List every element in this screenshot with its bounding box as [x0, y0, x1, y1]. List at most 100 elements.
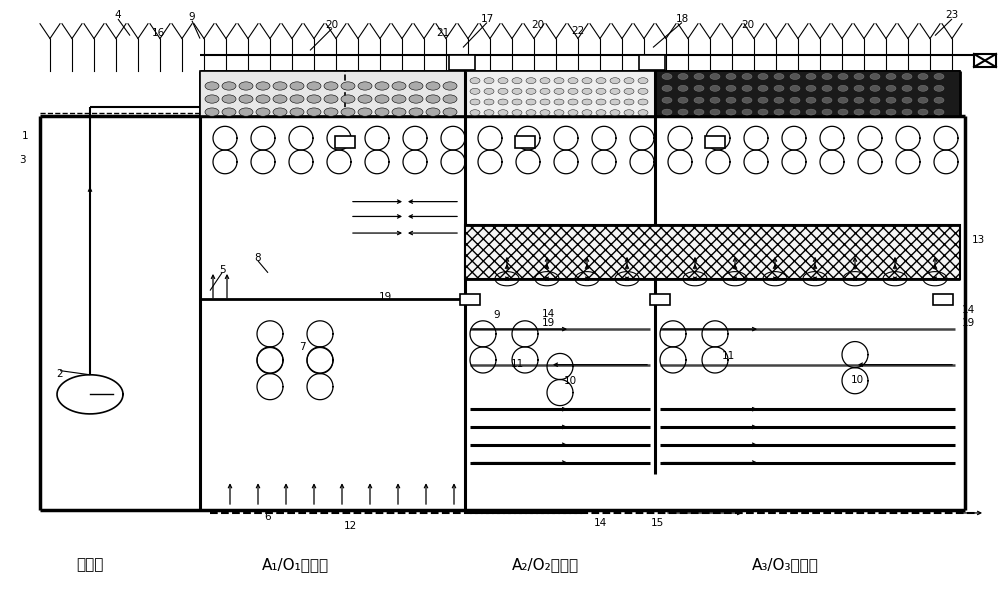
Circle shape [610, 88, 620, 94]
Text: A₂/O₂处理池: A₂/O₂处理池 [511, 557, 579, 572]
Text: 11: 11 [510, 359, 524, 368]
Circle shape [375, 108, 389, 116]
Text: 8: 8 [255, 253, 261, 263]
Circle shape [790, 85, 800, 91]
Circle shape [307, 108, 321, 116]
Circle shape [624, 88, 634, 94]
Circle shape [470, 88, 480, 94]
Text: 22: 22 [571, 26, 585, 36]
Text: 10: 10 [850, 375, 864, 384]
Circle shape [886, 85, 896, 91]
Circle shape [341, 95, 355, 103]
Circle shape [498, 78, 508, 84]
Circle shape [582, 78, 592, 84]
Circle shape [596, 88, 606, 94]
Circle shape [854, 109, 864, 115]
Text: 13: 13 [971, 235, 985, 245]
Text: 15: 15 [650, 518, 664, 528]
Circle shape [678, 109, 688, 115]
Circle shape [854, 97, 864, 103]
Circle shape [205, 95, 219, 103]
Circle shape [273, 82, 287, 90]
Circle shape [512, 88, 522, 94]
Text: 4: 4 [115, 10, 121, 20]
Circle shape [443, 82, 457, 90]
Circle shape [934, 97, 944, 103]
Circle shape [624, 110, 634, 116]
Circle shape [610, 78, 620, 84]
Circle shape [540, 88, 550, 94]
Circle shape [790, 74, 800, 79]
Circle shape [694, 74, 704, 79]
Circle shape [554, 110, 564, 116]
Circle shape [484, 88, 494, 94]
Circle shape [710, 74, 720, 79]
Circle shape [392, 82, 406, 90]
Circle shape [638, 88, 648, 94]
Circle shape [774, 74, 784, 79]
Bar [449, 55, 475, 70]
Circle shape [726, 97, 736, 103]
Circle shape [512, 78, 522, 84]
Circle shape [596, 110, 606, 116]
Circle shape [273, 108, 287, 116]
Circle shape [409, 108, 423, 116]
Text: 20: 20 [325, 20, 339, 30]
Bar [650, 294, 670, 305]
Circle shape [638, 99, 648, 105]
Circle shape [870, 109, 880, 115]
Text: 19: 19 [378, 292, 392, 301]
Circle shape [554, 99, 564, 105]
Bar [639, 55, 665, 70]
Circle shape [554, 78, 564, 84]
Text: 3: 3 [19, 155, 25, 165]
Circle shape [662, 74, 672, 79]
Circle shape [375, 82, 389, 90]
Circle shape [726, 109, 736, 115]
Circle shape [678, 74, 688, 79]
Circle shape [918, 109, 928, 115]
Circle shape [790, 97, 800, 103]
Circle shape [886, 74, 896, 79]
Circle shape [290, 108, 304, 116]
Circle shape [290, 95, 304, 103]
Circle shape [902, 97, 912, 103]
Circle shape [256, 82, 270, 90]
Circle shape [526, 110, 536, 116]
Text: 9: 9 [494, 311, 500, 320]
Circle shape [582, 110, 592, 116]
Circle shape [838, 85, 848, 91]
Text: A₃/O₃处理池: A₃/O₃处理池 [752, 557, 818, 572]
Circle shape [239, 95, 253, 103]
Circle shape [568, 110, 578, 116]
Bar [200, 71, 465, 116]
Text: 14: 14 [593, 518, 607, 528]
Circle shape [870, 85, 880, 91]
Circle shape [222, 82, 236, 90]
Circle shape [726, 85, 736, 91]
Circle shape [758, 85, 768, 91]
Circle shape [742, 85, 752, 91]
Circle shape [902, 109, 912, 115]
Circle shape [838, 74, 848, 79]
Circle shape [470, 78, 480, 84]
Circle shape [392, 95, 406, 103]
Circle shape [596, 99, 606, 105]
Circle shape [742, 109, 752, 115]
Circle shape [443, 108, 457, 116]
Circle shape [610, 110, 620, 116]
Circle shape [870, 74, 880, 79]
Circle shape [498, 99, 508, 105]
Text: 19: 19 [541, 318, 555, 328]
Circle shape [822, 97, 832, 103]
Circle shape [596, 78, 606, 84]
Circle shape [256, 95, 270, 103]
Circle shape [822, 74, 832, 79]
Text: 17: 17 [480, 14, 494, 24]
Circle shape [710, 109, 720, 115]
Circle shape [568, 88, 578, 94]
Bar [974, 54, 996, 67]
Circle shape [854, 85, 864, 91]
Circle shape [554, 88, 564, 94]
Circle shape [934, 85, 944, 91]
